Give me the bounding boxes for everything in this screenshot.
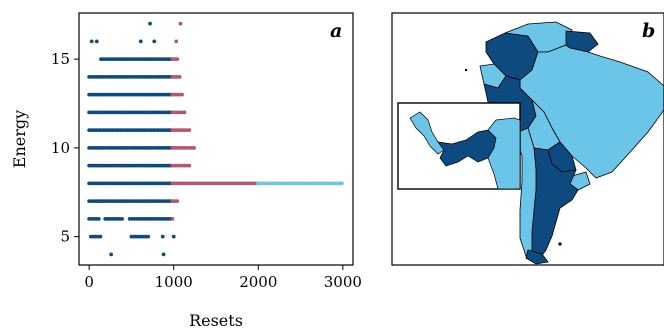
region-colombia-inset [487,117,521,190]
data-point-series-1 [178,21,183,26]
data-point-series-1 [170,216,175,221]
data-point-series-0 [138,39,143,44]
region-chile [513,127,537,257]
data-point-series-0 [120,216,124,221]
x-axis-label: Resets [189,311,243,330]
data-point-series-1 [175,199,180,204]
data-point-series-0 [98,234,103,239]
data-point-series-0 [94,39,99,44]
plot-frame-b [391,12,664,266]
data-point-series-1 [180,92,184,97]
data-point-series-1 [175,57,180,62]
region-falklands [558,242,562,246]
data-point-series-0 [148,21,152,26]
y-tick-label: 5 [60,228,70,246]
data-points [87,21,344,257]
data-point-series-1 [174,39,179,44]
y-tick-label: 15 [51,50,70,68]
x-tick-label: 2000 [239,273,277,291]
x-tick-label: 3000 [324,273,362,291]
data-point-series-1 [192,145,196,150]
data-point-series-0 [161,252,166,257]
data-point-series-0 [96,216,101,221]
data-point-series-1 [187,128,192,133]
data-point-series-0 [146,234,151,239]
plot-frame-a [78,12,354,266]
data-point-series-2 [339,181,344,186]
panel-a: 0 1000 2000 3000 5 10 15 a Resets Energy [10,12,362,330]
panel-label-b: b [642,20,655,42]
x-tick-label: 0 [84,273,94,291]
region-tierra-del-fuego [525,249,549,265]
panel-label-a: a [330,20,342,42]
y-tick-label: 10 [51,139,70,157]
y-axis-label: Energy [10,110,29,168]
region-galapagos [464,68,468,72]
data-point-series-1 [182,110,187,115]
data-point-series-0 [152,39,157,44]
data-point-series-1 [187,163,192,168]
data-point-series-0 [160,234,165,239]
data-point-series-0 [109,252,114,257]
panel-b: b [391,12,664,266]
data-point-series-1 [177,74,182,79]
data-point-series-0 [89,39,94,44]
axis-ticks: 0 1000 2000 3000 5 10 15 [51,50,362,291]
map-south-america [464,21,664,265]
data-point-series-0 [171,234,176,239]
inset-central-america [397,102,521,190]
x-tick-label: 1000 [155,273,193,291]
